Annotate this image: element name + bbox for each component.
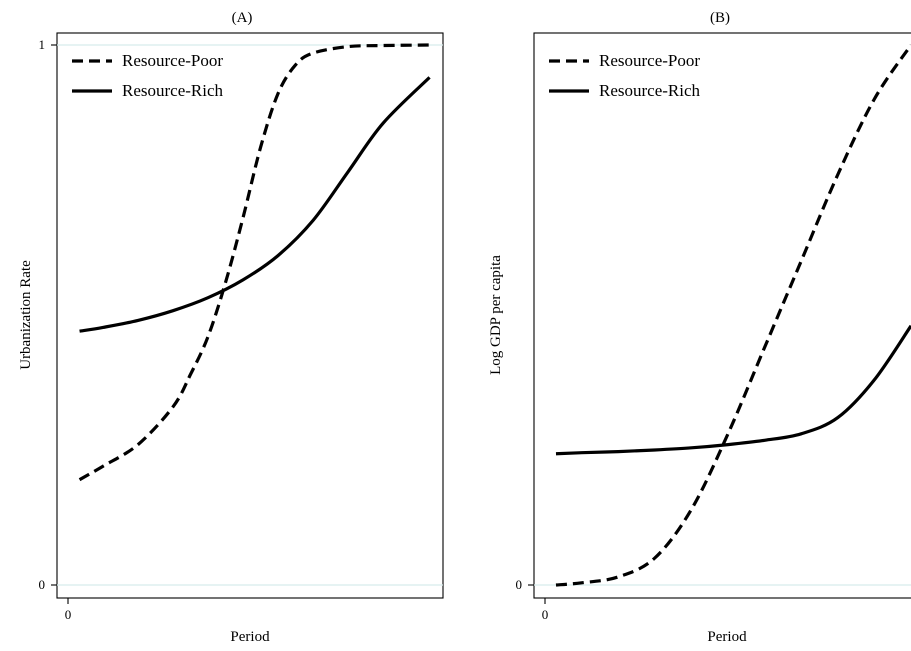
panel-b-title: (B) bbox=[710, 10, 730, 26]
panel-a-y-tick-label-1: 1 bbox=[39, 37, 46, 52]
panel-a-x-tick-label-0: 0 bbox=[65, 607, 72, 622]
panel-b-y-tick-label-0: 0 bbox=[516, 577, 523, 592]
panel-a-legend-label-resource-rich: Resource-Rich bbox=[122, 81, 224, 100]
panel-b-y-axis-label: Log GDP per capita bbox=[488, 255, 504, 375]
panel-a-series-line-resource-poor bbox=[78, 43, 430, 482]
panel-a: (A) 1 0 0 Period Urbanization Rate Resou… bbox=[18, 10, 444, 645]
panel-a-series-line-resource-rich bbox=[79, 76, 431, 333]
panel-b-legend-label-resource-rich: Resource-Rich bbox=[599, 81, 701, 100]
panel-a-series-group bbox=[78, 43, 431, 482]
panel-b-legend-label-resource-poor: Resource-Poor bbox=[599, 51, 700, 70]
panel-b-x-tick-label-0: 0 bbox=[542, 607, 549, 622]
panel-b-legend: Resource-Poor Resource-Rich bbox=[549, 51, 701, 100]
panel-a-legend: Resource-Poor Resource-Rich bbox=[72, 51, 224, 100]
panel-a-plot-frame bbox=[56, 32, 444, 599]
panel-a-x-axis-label: Period bbox=[230, 629, 270, 645]
panel-a-title: (A) bbox=[232, 10, 253, 26]
panel-b-series-line-resource-rich bbox=[555, 324, 911, 456]
panel-a-y-tick-label-0: 0 bbox=[39, 577, 46, 592]
panel-a-legend-label-resource-poor: Resource-Poor bbox=[122, 51, 223, 70]
panel-b-series-line-resource-poor bbox=[555, 44, 911, 587]
panel-a-y-axis-label: Urbanization Rate bbox=[18, 260, 34, 370]
panel-b-series-group bbox=[555, 44, 911, 587]
panel-b-plot-frame bbox=[533, 32, 911, 599]
panel-b: (B) 0 0 Period Log GDP per capita Resour… bbox=[488, 10, 911, 645]
panel-b-x-axis-label: Period bbox=[707, 629, 747, 645]
